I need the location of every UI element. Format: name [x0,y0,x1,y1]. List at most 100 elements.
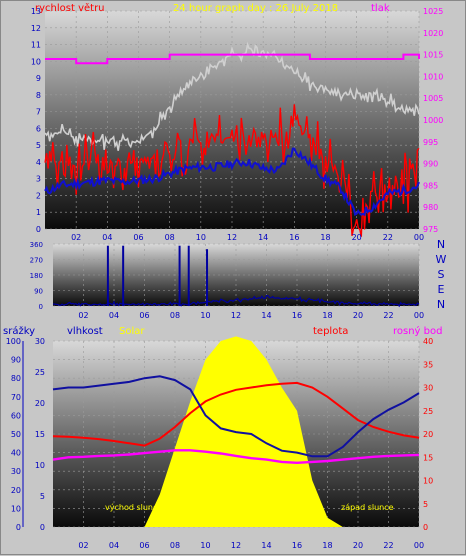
series-line [45,53,420,65]
temperature-tick-label: 15 [423,453,433,462]
humidity-axis: 0 5 10 15 20 25 30 [35,337,45,532]
pressure-tick-label: 1000 [423,116,443,125]
sunrise-label: východ slunce [105,503,162,512]
wind-tick-label: 13 [31,7,41,16]
time-tick-label: 00 [414,311,424,320]
time-tick-label: 18 [320,233,330,242]
series-line [52,294,420,308]
time-tick-label: 14 [258,233,268,242]
wind-tick-label: 4 [36,158,41,167]
compass-label: E [438,283,445,296]
pressure-tick-label: 1025 [423,7,443,16]
humidity-label: vlhkost [67,326,103,337]
humidity-tick-label: 5 [40,492,45,501]
pressure-axis: 975 980 985 990 995 1000 1005 1010 1015 1020 1025 [423,7,443,234]
time-tick-label: 08 [170,311,180,320]
top-panel-grid [45,10,420,230]
compass-label: N [437,238,445,251]
wind-tick-label: 5 [36,141,41,150]
pressure-tick-label: 1005 [423,94,443,103]
direction-tick-label: 360 [30,241,43,249]
time-tick-label: 20 [353,311,363,320]
pressure-tick-label: 980 [423,203,438,212]
pressure-tick-label: 975 [423,225,438,234]
time-tick-label: 00 [414,541,424,550]
humidity-tick-label: 15 [35,430,45,439]
rain-label: srážky [3,325,35,337]
humidity-tick-label: 10 [35,461,45,470]
time-tick-label: 10 [200,541,210,550]
time-tick-label: 16 [292,311,302,320]
rain-tick-label: 70 [11,393,21,402]
temperature-tick-label: 0 [423,523,428,532]
time-tick-label: 20 [353,541,363,550]
time-tick-label: 02 [71,233,81,242]
rain-tick-label: 60 [11,411,21,420]
time-tick-label: 22 [383,233,393,242]
wind-tick-label: 0 [36,225,41,234]
direction-panel-grid [53,243,420,307]
dew-point-label: rosný bod [393,325,442,337]
wind-tick-label: 8 [36,91,41,100]
bottom-panel-series [52,336,420,527]
humidity-tick-label: 30 [35,337,45,346]
series-line [52,381,420,447]
rain-tick-label: 0 [16,523,21,532]
pressure-tick-label: 1010 [423,72,443,81]
direction-tick-label: 270 [30,257,43,265]
wind-tick-label: 12 [31,24,41,33]
time-tick-label: 18 [322,311,332,320]
direction-tick-label: 0 [39,303,43,311]
time-tick-label: 22 [383,311,393,320]
time-tick-label: 14 [261,541,271,550]
time-tick-label: 12 [227,233,237,242]
wind-tick-label: 7 [36,108,41,117]
time-tick-label: 02 [78,311,88,320]
time-tick-label: 10 [196,233,206,242]
temperature-label: teplota [313,326,348,337]
series-line [44,41,420,151]
pressure-tick-label: 985 [423,181,438,190]
time-tick-label: 16 [289,233,299,242]
wind-tick-label: 1 [36,208,41,217]
temperature-tick-label: 10 [423,477,433,486]
direction-axis: 0 90 180 270 360 [30,241,43,311]
humidity-tick-label: 20 [35,399,45,408]
temperature-tick-label: 40 [423,337,433,346]
temperature-tick-label: 35 [423,360,433,369]
time-tick-label: 20 [352,233,362,242]
time-tick-label: 08 [170,541,180,550]
direction-panel-time-axis: 02 04 06 08 10 12 14 16 18 20 22 00 [78,311,424,320]
top-panel-time-axis: 02 04 06 08 10 12 14 16 18 20 22 00 [71,233,424,242]
wind-tick-label: 9 [36,74,41,83]
humidity-tick-label: 0 [40,523,45,532]
temperature-tick-label: 5 [423,500,428,509]
pressure-title: tlak [371,3,390,14]
time-tick-label: 04 [109,541,119,550]
wind-tick-label: 10 [31,57,41,66]
rain-tick-label: 50 [11,430,21,439]
compass-label: S [438,268,445,281]
time-tick-label: 12 [231,311,241,320]
time-tick-label: 22 [383,541,393,550]
time-tick-label: 00 [414,233,424,242]
series-line [52,449,420,465]
direction-tick-label: 90 [34,288,43,296]
series-line [44,104,420,237]
time-tick-label: 04 [102,233,112,242]
time-tick-label: 14 [261,311,271,320]
bottom-panel-time-axis: 02 04 06 08 10 12 14 16 18 20 22 00 [78,541,424,550]
series-line [52,375,420,458]
rain-tick-label: 100 [6,337,21,346]
direction-tick-label: 180 [30,272,43,280]
wind-tick-label: 3 [36,175,41,184]
time-tick-label: 08 [165,233,175,242]
compass-label: N [437,298,445,311]
time-tick-label: 16 [292,541,302,550]
time-tick-label: 18 [322,541,332,550]
rain-tick-label: 90 [11,356,21,365]
rain-tick-label: 30 [11,467,21,476]
pressure-tick-label: 995 [423,138,438,147]
